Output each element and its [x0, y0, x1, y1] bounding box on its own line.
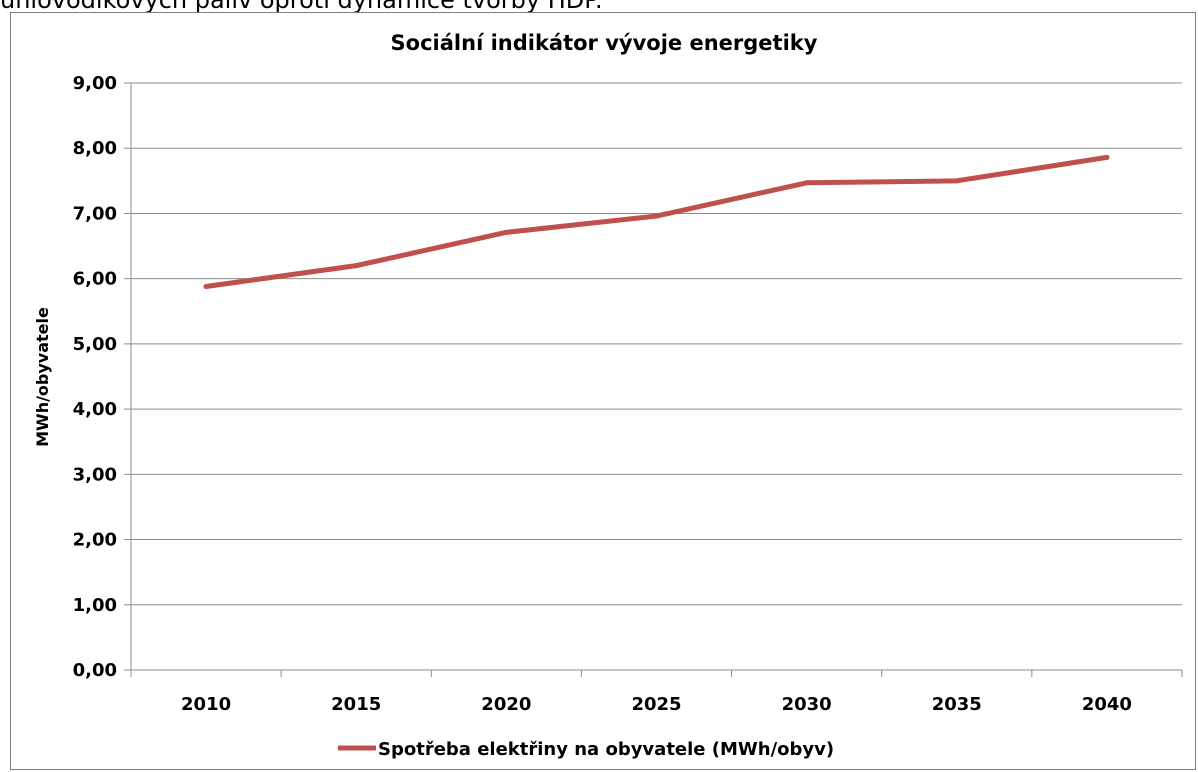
y-tick-labels: 0,00 1,00 2,00 3,00 4,00 5,00 6,00 7,00 8,00 9,00 [73, 73, 117, 681]
y-tick-label: 3,00 [73, 464, 117, 485]
data-point [503, 229, 509, 235]
y-tick-label: 6,00 [73, 269, 117, 290]
y-tick-label: 2,00 [73, 530, 117, 551]
x-tick-label: 2015 [331, 694, 381, 715]
y-axis-label: MWh/obyvatele [33, 307, 52, 447]
series-line [203, 154, 1110, 289]
y-tick-label: 7,00 [73, 203, 117, 224]
data-point [353, 263, 359, 269]
legend: Spotřeba elektřiny na obyvatele (MWh/oby… [338, 739, 834, 760]
data-point [804, 180, 810, 186]
chart-title: Sociální indikátor vývoje energetiky [391, 31, 818, 55]
x-tick-label: 2020 [481, 694, 531, 715]
x-tick-label: 2030 [782, 694, 832, 715]
y-tick-label: 1,00 [73, 595, 117, 616]
y-tick-label: 8,00 [73, 138, 117, 159]
y-tick-label: 5,00 [73, 334, 117, 355]
x-tick-labels: 2010 2015 2020 2025 2030 2035 2040 [181, 694, 1132, 715]
x-tick-label: 2025 [631, 694, 681, 715]
y-tick-label: 4,00 [73, 399, 117, 420]
chart-frame [10, 12, 1196, 770]
legend-label: Spotřeba elektřiny na obyvatele (MWh/oby… [378, 739, 834, 760]
y-tick-label: 9,00 [73, 73, 117, 94]
data-point [654, 213, 659, 219]
x-tick-label: 2010 [181, 694, 231, 715]
y-tick-label: 0,00 [73, 660, 117, 681]
data-point [203, 283, 209, 289]
series-lines [203, 154, 1110, 289]
data-point [1104, 154, 1110, 160]
axes [130, 83, 1183, 677]
document-caption: uhlovodíkových paliv oproti dynamice tvo… [0, 0, 603, 14]
x-tick-label: 2035 [932, 694, 982, 715]
data-point [954, 178, 960, 184]
gridlines [124, 82, 1182, 671]
x-tick-label: 2040 [1082, 694, 1132, 715]
